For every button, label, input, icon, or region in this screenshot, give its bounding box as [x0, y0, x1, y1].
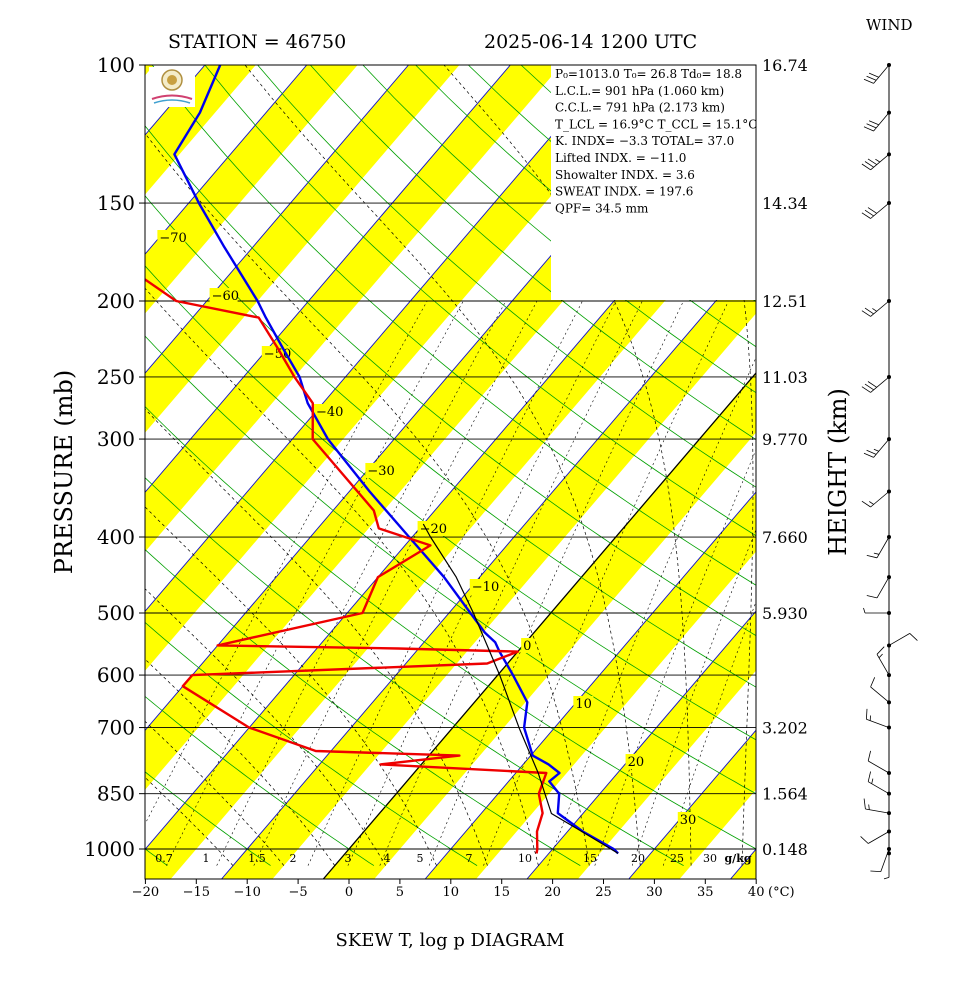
- temperature-tick-label: −5: [289, 885, 308, 900]
- isotherm-label: −40: [316, 405, 343, 420]
- pressure-tick-label: 250: [97, 365, 135, 389]
- pressure-tick-label: 850: [97, 782, 135, 806]
- indices-line: Showalter INDX. = 3.6: [555, 168, 695, 182]
- height-tick-label: 5.930: [762, 604, 808, 623]
- isotherm-label: −60: [212, 289, 239, 304]
- temperature-tick-label: 35: [697, 885, 714, 900]
- mixing-ratio-label: 0.7: [155, 852, 173, 865]
- pressure-tick-label: 700: [97, 716, 135, 740]
- isotherm-label: −10: [472, 580, 499, 595]
- isotherm-label: 30: [680, 813, 697, 828]
- indices-line: K. INDX= −3.3 TOTAL= 37.0: [555, 134, 734, 148]
- station-logo: [149, 67, 195, 107]
- temperature-tick-label: 40: [748, 885, 765, 900]
- height-tick-label: 3.202: [762, 719, 808, 738]
- mixing-ratio-label: g/kg: [724, 852, 751, 865]
- indices-line: L.C.L.= 901 hPa (1.060 km): [555, 84, 724, 98]
- temperature-tick-label: 25: [595, 885, 612, 900]
- isotherm-label: −30: [367, 464, 394, 479]
- temperature-tick-label: −20: [132, 885, 159, 900]
- datetime-label: 2025-06-14 1200 UTC: [484, 31, 697, 53]
- pressure-tick-label: 400: [97, 525, 135, 549]
- height-tick-label: 14.34: [762, 194, 808, 213]
- pressure-tick-label: 150: [97, 191, 135, 215]
- indices-line: Lifted INDX. = −11.0: [555, 151, 686, 165]
- chart-title: SKEW T, log p DIAGRAM: [336, 930, 565, 951]
- mixing-ratio-label: 20: [631, 852, 645, 865]
- temperature-tick-label: −15: [183, 885, 210, 900]
- temperature-tick-label: −10: [233, 885, 260, 900]
- pressure-tick-label: 500: [97, 601, 135, 625]
- height-tick-label: 12.51: [762, 292, 808, 311]
- indices-line: QPF= 34.5 mm: [555, 201, 649, 215]
- height-tick-label: 16.74: [762, 56, 808, 75]
- mixing-ratio-label: 4: [384, 852, 391, 865]
- wind-column-title: WIND: [866, 16, 913, 34]
- height-axis-title: HEIGHT (km): [824, 388, 852, 556]
- temperature-tick-label: 30: [646, 885, 663, 900]
- indices-line: SWEAT INDX. = 197.6: [555, 185, 693, 199]
- wind-level-dot: [887, 643, 891, 647]
- mixing-ratio-label: 25: [670, 852, 684, 865]
- temperature-tick-label: 5: [396, 885, 404, 900]
- mixing-ratio-label: 30: [703, 852, 717, 865]
- indices-line: P₀=1013.0 T₀= 26.8 Td₀= 18.8: [555, 67, 742, 81]
- mixing-ratio-label: 1.5: [248, 852, 266, 865]
- wind-level-dot: [887, 771, 891, 775]
- indices-line: C.C.L.= 791 hPa (2.173 km): [555, 101, 725, 115]
- height-tick-label: 1.564: [762, 785, 808, 804]
- indices-line: T_LCL = 16.9°C T_CCL = 15.1°C: [555, 117, 757, 131]
- mixing-ratio-label: 15: [583, 852, 597, 865]
- mixing-ratio-label: 5: [417, 852, 424, 865]
- height-tick-label: 11.03: [762, 368, 808, 387]
- temperature-tick-label: 0: [345, 885, 353, 900]
- isotherm-label: −70: [159, 231, 186, 246]
- pressure-tick-label: 300: [97, 427, 135, 451]
- mixing-ratio-label: 3: [345, 852, 352, 865]
- temperature-unit: (°C): [768, 885, 795, 900]
- mixing-ratio-label: 10: [518, 852, 532, 865]
- height-tick-label: 0.148: [762, 840, 808, 859]
- station-label: STATION = 46750: [168, 31, 346, 53]
- isotherm-label: 0: [523, 639, 531, 654]
- height-tick-label: 7.660: [762, 528, 808, 547]
- mixing-ratio-label: 2: [290, 852, 297, 865]
- height-tick-label: 9.770: [762, 430, 808, 449]
- pressure-tick-label: 100: [97, 53, 135, 77]
- mixing-ratio-label: 7: [466, 852, 473, 865]
- pressure-tick-label: 600: [97, 663, 135, 687]
- isotherm-label: 20: [628, 755, 645, 770]
- temperature-tick-label: 10: [443, 885, 460, 900]
- temperature-tick-label: 15: [493, 885, 510, 900]
- temperature-tick-label: 20: [544, 885, 561, 900]
- pressure-tick-label: 200: [97, 289, 135, 313]
- pressure-tick-label: 1000: [84, 837, 135, 861]
- pressure-axis-title: PRESSURE (mb): [50, 370, 78, 575]
- mixing-ratio-label: 1: [203, 852, 210, 865]
- isotherm-label: 10: [575, 697, 592, 712]
